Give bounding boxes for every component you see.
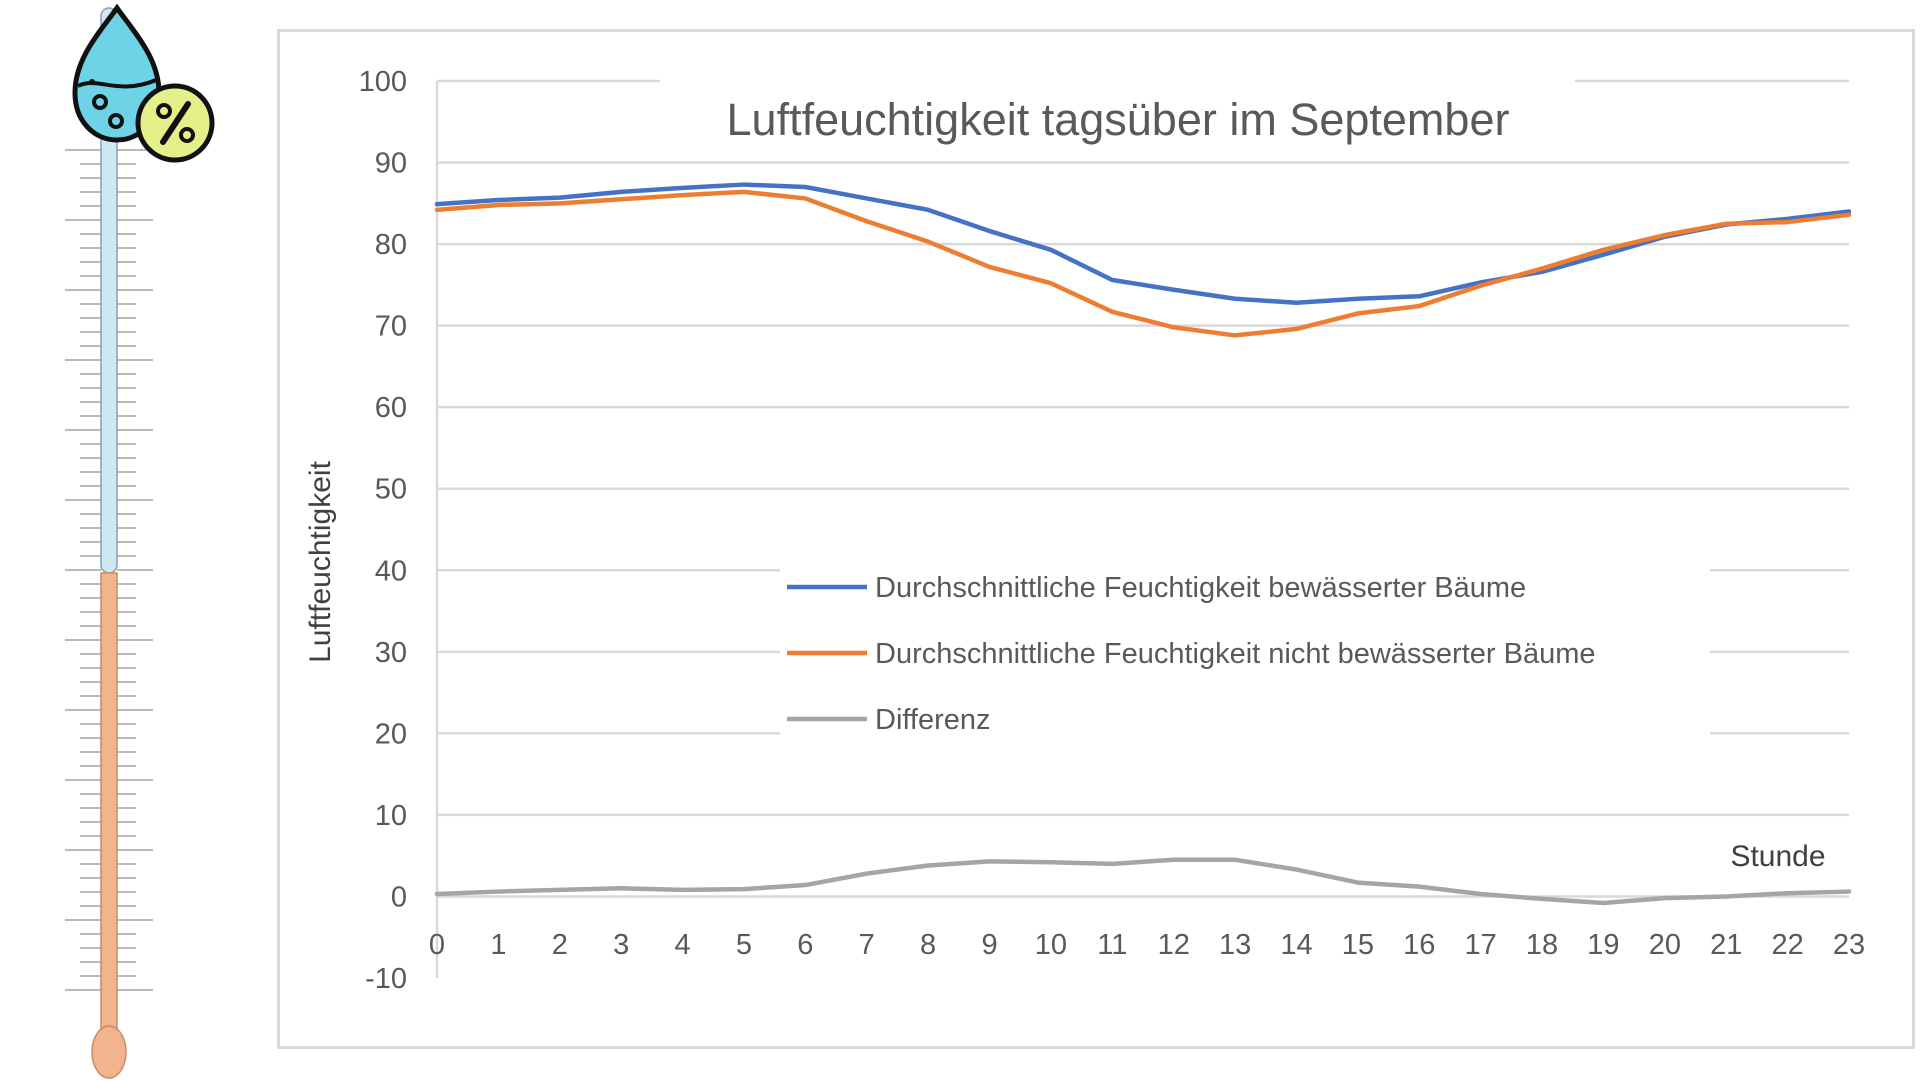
thermometer-bulb bbox=[91, 1025, 127, 1079]
x-tick-label: 6 bbox=[797, 929, 813, 961]
series-line-difference bbox=[434, 857, 1852, 906]
x-tick-label: 11 bbox=[1097, 929, 1127, 961]
series-line-irrigated bbox=[434, 182, 1852, 306]
x-tick-label: 1 bbox=[490, 929, 506, 961]
legend-background bbox=[780, 560, 1710, 740]
x-tick-label: 18 bbox=[1526, 929, 1558, 961]
x-axis-label: Stunde bbox=[1730, 840, 1825, 873]
decoration-panel bbox=[65, 3, 215, 1079]
x-tick-labels: 0 1 2 3 4 5 6 7 8 9 10 11 12 13 14 15 16 17 18 19 20 21 22 23 bbox=[429, 929, 1865, 961]
x-tick-label: 10 bbox=[1035, 929, 1067, 961]
legend-label-not-irrigated: Durchschnittliche Feuchtigkeit nicht bew… bbox=[875, 638, 1596, 670]
x-tick-label: 0 bbox=[429, 929, 445, 961]
y-tick-label: 100 bbox=[359, 66, 407, 98]
chart-title: Luftfeuchtigkeit tagsüber im September bbox=[727, 94, 1510, 145]
x-tick-label: 17 bbox=[1465, 929, 1497, 961]
axes bbox=[435, 81, 1849, 978]
legend-label-difference: Differenz bbox=[875, 704, 991, 736]
series-line-not-irrigated bbox=[434, 189, 1852, 338]
y-tick-label: 20 bbox=[375, 718, 407, 750]
y-axis-label: Luftfeuchtigkeit bbox=[304, 460, 337, 662]
thermometer-scale bbox=[65, 149, 153, 991]
x-tick-label: 23 bbox=[1833, 929, 1865, 961]
legend: Durchschnittliche Feuchtigkeit bewässert… bbox=[780, 560, 1710, 740]
y-tick-label: 70 bbox=[375, 311, 407, 343]
x-tick-label: 7 bbox=[859, 929, 875, 961]
x-tick-label: 4 bbox=[674, 929, 690, 961]
x-tick-label: 3 bbox=[613, 929, 629, 961]
x-tick-label: 16 bbox=[1403, 929, 1435, 961]
x-tick-label: 14 bbox=[1280, 929, 1312, 961]
x-tick-label: 8 bbox=[920, 929, 936, 961]
x-tick-label: 22 bbox=[1771, 929, 1803, 961]
y-tick-label: 80 bbox=[375, 229, 407, 261]
y-tick-label: 0 bbox=[391, 881, 407, 913]
y-tick-label: 40 bbox=[375, 555, 407, 587]
water-drop-percent-icon bbox=[72, 3, 215, 163]
y-tick-label: 30 bbox=[375, 637, 407, 669]
y-tick-label: -10 bbox=[365, 963, 407, 995]
x-tick-label: 20 bbox=[1649, 929, 1681, 961]
title-background bbox=[660, 72, 1575, 152]
y-tick-label: 60 bbox=[375, 392, 407, 424]
x-tick-label: 15 bbox=[1342, 929, 1374, 961]
x-tick-label: 19 bbox=[1587, 929, 1619, 961]
y-tick-label: 90 bbox=[375, 148, 407, 180]
series-lines bbox=[434, 182, 1852, 906]
legend-label-irrigated: Durchschnittliche Feuchtigkeit bewässert… bbox=[875, 572, 1526, 604]
x-axis-label-background bbox=[1710, 833, 1844, 877]
x-tick-label: 13 bbox=[1219, 929, 1251, 961]
x-tick-label: 2 bbox=[552, 929, 568, 961]
x-tick-label: 9 bbox=[981, 929, 997, 961]
thermometer-icon bbox=[65, 7, 153, 1079]
x-tick-label: 5 bbox=[736, 929, 752, 961]
x-tick-label: 12 bbox=[1158, 929, 1190, 961]
y-tick-label: 50 bbox=[375, 474, 407, 506]
x-tick-label: 21 bbox=[1710, 929, 1742, 961]
y-tick-label: 10 bbox=[375, 800, 407, 832]
